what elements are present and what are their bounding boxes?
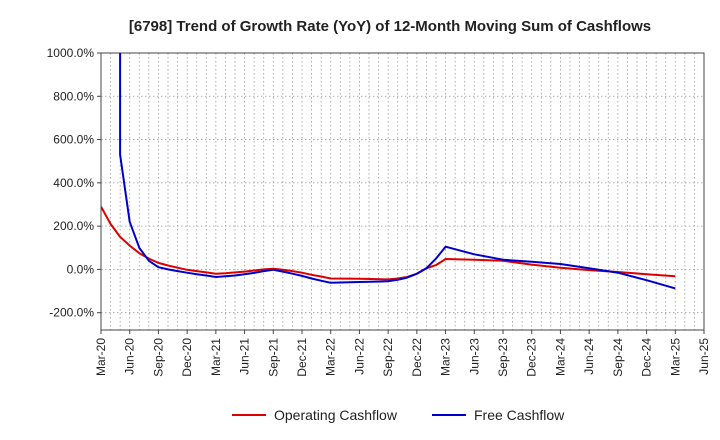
chart-title: [6798] Trend of Growth Rate (YoY) of 12-… [129,18,651,35]
x-tick-label: Sep-24 [611,338,625,377]
x-tick-label: Mar-23 [439,338,453,376]
series-layer [101,53,676,290]
x-tick-label: Sep-21 [266,338,280,377]
plot-frame [100,52,705,331]
x-tick-label: Dec-22 [410,338,424,377]
x-tick-label: Mar-20 [94,338,108,376]
y-tick-label: 1000.0% [47,46,95,60]
y-tick-label: 600.0% [53,133,94,147]
x-tick-label: Jun-20 [123,338,137,375]
y-tick-label: 0.0% [67,262,95,276]
y-tick-label: 800.0% [53,89,94,103]
x-tick-label: Mar-24 [553,338,567,376]
x-tick-label: Dec-23 [525,338,539,377]
series-line-free-cashflow [119,53,676,290]
x-tick-label: Sep-23 [496,338,510,377]
legend-label-free-cashflow: Free Cashflow [474,407,565,423]
series-line-operating-cashflow [101,206,676,281]
x-tick-label: Jun-25 [697,338,711,375]
y-tick-label: -200.0% [49,306,94,320]
y-tick-label: 200.0% [53,219,94,233]
legend: Operating Cashflow Free Cashflow [232,407,565,423]
x-tick-label: Mar-22 [324,338,338,376]
x-axis: Mar-20 Jun-20 Sep-20 Dec-20 Mar-21 Jun-21 Sep-… [94,330,711,377]
x-tick-label: Mar-25 [668,338,682,376]
legend-label-operating-cashflow: Operating Cashflow [274,407,398,423]
x-tick-label: Mar-21 [209,338,223,376]
x-tick-label: Sep-22 [381,338,395,377]
grid [101,52,704,330]
y-axis: 1000.0% 800.0% 600.0% 400.0% 200.0% 0.0% -200.… [47,46,101,320]
x-tick-label: Jun-21 [238,338,252,375]
x-tick-label: Dec-20 [180,338,194,377]
y-tick-label: 400.0% [53,176,94,190]
x-tick-label: Dec-21 [295,338,309,377]
x-tick-label: Dec-24 [640,338,654,377]
x-tick-label: Sep-20 [151,338,165,377]
x-tick-label: Jun-23 [467,338,481,375]
x-tick-label: Jun-22 [352,338,366,375]
x-tick-label: Jun-24 [582,338,596,375]
